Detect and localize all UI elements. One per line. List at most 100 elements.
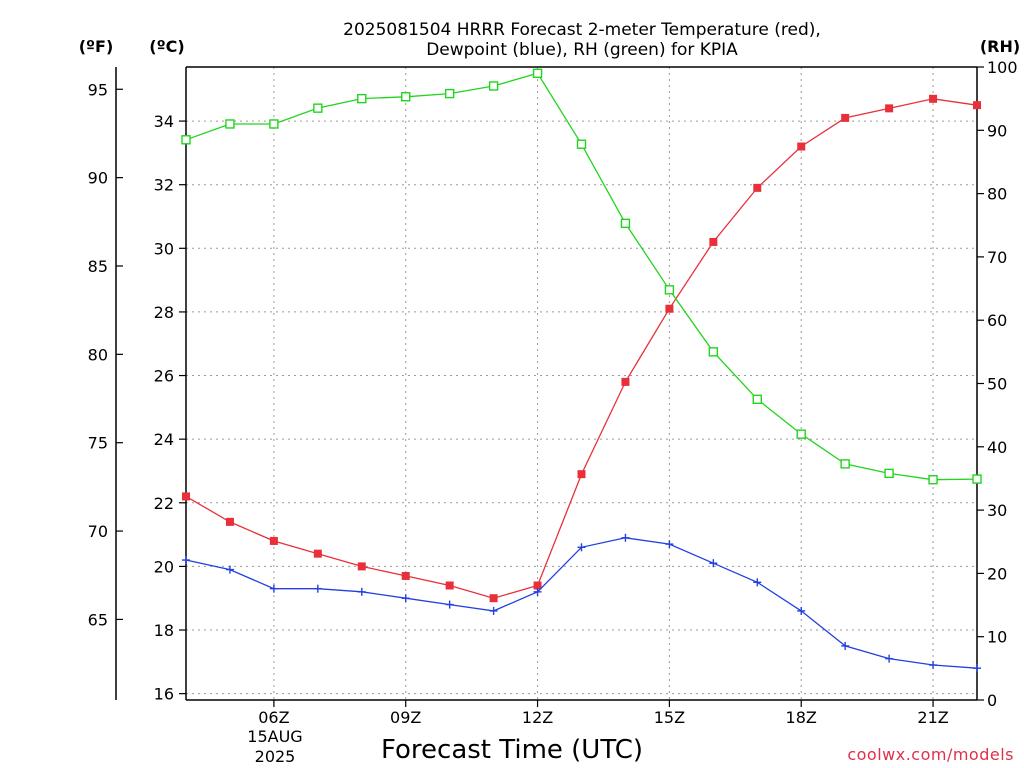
rh-tick-label: 0 xyxy=(987,691,997,710)
fahrenheit-tick-label: 80 xyxy=(88,345,108,364)
dewpoint-point xyxy=(489,606,498,615)
dewpoint-point xyxy=(445,600,454,609)
x-tick-label: 21Z xyxy=(917,708,948,727)
dewpoint-point xyxy=(401,594,410,603)
series-rh xyxy=(181,68,982,485)
temperature-point xyxy=(182,492,190,501)
dewpoint-point xyxy=(577,543,586,552)
chart-title-line2: Dewpoint (blue), RH (green) for KPIA xyxy=(426,40,738,60)
celsius-tick-label: 18 xyxy=(154,621,174,640)
temperature-point xyxy=(973,101,981,110)
fahrenheit-tick-label: 95 xyxy=(88,80,108,99)
dewpoint-point xyxy=(621,533,630,542)
x-tick-label: 18Z xyxy=(786,708,817,727)
rh-tick-label: 40 xyxy=(987,438,1007,457)
rh-point xyxy=(401,92,411,102)
dewpoint-point xyxy=(753,578,762,587)
dewpoint-point xyxy=(797,606,806,615)
celsius-tick-label: 22 xyxy=(154,494,174,513)
celsius-tick-label: 34 xyxy=(154,112,174,131)
rh-tick-label: 50 xyxy=(987,375,1007,394)
dewpoint-point xyxy=(182,556,190,565)
rh-point xyxy=(972,474,982,484)
temperature-point xyxy=(929,94,938,103)
x-axis-label: Forecast Time (UTC) xyxy=(381,735,643,765)
celsius-tick-label: 16 xyxy=(154,685,174,704)
rh-point xyxy=(796,429,806,439)
dewpoint-point xyxy=(269,584,278,593)
fahrenheit-tick-label: 85 xyxy=(88,257,108,276)
x-tick-label: 12Z xyxy=(522,708,553,727)
dewpoint-line xyxy=(185,537,978,669)
series xyxy=(181,68,982,673)
fahrenheit-tick-label: 90 xyxy=(88,169,108,188)
fahrenheit-unit-label: (ºF) xyxy=(79,37,114,56)
celsius-tick-label: 30 xyxy=(154,239,174,258)
celsius-tick-label: 20 xyxy=(154,557,174,576)
rh-tick-label: 90 xyxy=(987,121,1007,140)
rh-point xyxy=(269,119,279,129)
rh-tick-label: 80 xyxy=(987,185,1007,204)
x-tick-label: 15Z xyxy=(654,708,685,727)
temperature-point xyxy=(225,517,234,526)
rh-point xyxy=(532,68,543,79)
date-label-year: 2025 xyxy=(255,747,296,766)
temperature-point xyxy=(841,113,850,122)
temperature-point xyxy=(797,142,806,151)
temperature-point xyxy=(489,594,498,603)
rh-point xyxy=(884,468,894,479)
axes: 16 18 20 22 24 26 28 30 32 34 65 70 75 80 85 90 95 0 10 20 3… xyxy=(88,58,1018,727)
rh-point xyxy=(708,347,719,357)
rh-unit-label: (RH) xyxy=(980,37,1020,56)
temperature-point xyxy=(577,470,586,479)
temperature-point xyxy=(753,183,762,192)
plot-frame xyxy=(115,66,978,701)
rh-point xyxy=(225,119,235,129)
dewpoint-point xyxy=(709,559,718,568)
dewpoint-point xyxy=(357,587,366,596)
rh-point xyxy=(752,394,762,405)
temperature-point xyxy=(313,549,322,558)
x-tick-label: 06Z xyxy=(258,708,289,727)
credit-text: coolwx.com/models xyxy=(847,745,1014,764)
temperature-point xyxy=(665,304,674,313)
temperature-point xyxy=(401,571,410,580)
rh-tick-label: 20 xyxy=(987,564,1007,583)
dewpoint-point xyxy=(841,641,850,650)
temperature-line xyxy=(185,98,978,599)
dewpoint-point xyxy=(885,654,894,663)
fahrenheit-tick-label: 65 xyxy=(88,610,108,629)
rh-tick-label: 100 xyxy=(987,58,1018,77)
rh-tick-label: 70 xyxy=(987,248,1007,267)
rh-point xyxy=(357,93,367,104)
rh-tick-label: 30 xyxy=(987,501,1007,520)
dewpoint-point xyxy=(973,664,981,673)
celsius-tick-label: 28 xyxy=(154,303,174,322)
dewpoint-point xyxy=(225,565,234,574)
temperature-point xyxy=(709,237,718,246)
rh-line xyxy=(185,72,978,481)
rh-tick-label: 60 xyxy=(987,311,1007,330)
temperature-point xyxy=(533,581,542,590)
dewpoint-point xyxy=(665,540,674,549)
fahrenheit-tick-label: 75 xyxy=(88,434,108,453)
rh-point xyxy=(576,139,587,149)
x-tick-label: 09Z xyxy=(390,708,421,727)
celsius-unit-label: (ºC) xyxy=(149,37,184,56)
temperature-point xyxy=(445,581,454,590)
temperature-point xyxy=(621,377,630,386)
rh-point xyxy=(620,218,631,229)
rh-point xyxy=(928,475,938,485)
rh-point xyxy=(840,459,850,469)
celsius-tick-label: 32 xyxy=(154,176,174,195)
rh-point xyxy=(488,81,499,91)
celsius-tick-label: 24 xyxy=(154,430,174,449)
fahrenheit-tick-label: 70 xyxy=(88,522,108,541)
dewpoint-point xyxy=(533,587,542,596)
series-dewpoint xyxy=(182,533,981,673)
temperature-point xyxy=(885,104,894,113)
series-temperature xyxy=(182,94,981,603)
rh-point xyxy=(181,135,191,145)
rh-tick-label: 10 xyxy=(987,628,1007,647)
